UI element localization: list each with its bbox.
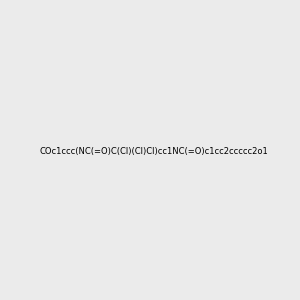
Text: COc1ccc(NC(=O)C(Cl)(Cl)Cl)cc1NC(=O)c1cc2ccccc2o1: COc1ccc(NC(=O)C(Cl)(Cl)Cl)cc1NC(=O)c1cc2… <box>39 147 268 156</box>
